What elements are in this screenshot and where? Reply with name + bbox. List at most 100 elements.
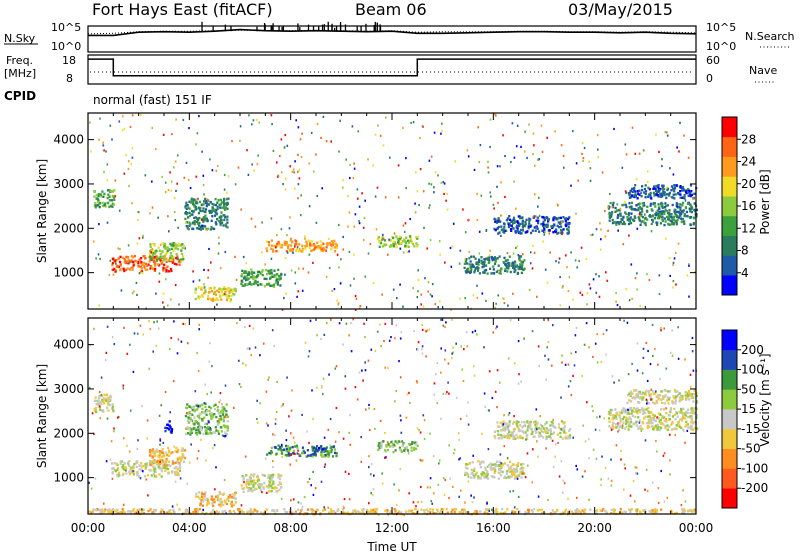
echo-cell (358, 511, 361, 514)
echo-speck (136, 242, 139, 245)
y-tick-label: 2000 (53, 221, 84, 235)
echo-speck (655, 440, 657, 443)
echo-cell (159, 467, 162, 470)
echo-speck (210, 391, 212, 394)
echo-cell (516, 508, 519, 511)
echo-cell (198, 221, 201, 225)
echo-cell (661, 417, 664, 420)
echo-speck (170, 189, 172, 192)
echo-cell (517, 429, 520, 433)
echo-speck (611, 206, 614, 209)
echo-cell (615, 426, 618, 429)
echo-cell (200, 491, 203, 494)
echo-cell (633, 194, 636, 197)
echo-cell (246, 511, 249, 514)
echo-cell (558, 216, 561, 220)
echo-cell (530, 428, 533, 431)
echo-cell (156, 460, 159, 463)
echo-cell (629, 407, 632, 410)
echo-cell (635, 389, 638, 392)
echo-cell (405, 510, 408, 513)
echo-cell (630, 412, 633, 415)
echo-speck (106, 179, 109, 182)
echo-speck (646, 379, 649, 383)
echo-cell (519, 429, 522, 432)
echo-cell (224, 216, 227, 219)
echo-cell (188, 211, 191, 214)
echo-cell (272, 480, 275, 483)
echo-cell (226, 218, 229, 221)
echo-cell (524, 431, 527, 434)
echo-speck (522, 253, 524, 256)
echo-cell (405, 245, 408, 248)
echo-cell (197, 495, 200, 498)
colorbar-tick-label: 20 (741, 177, 756, 191)
echo-speck (358, 307, 361, 310)
echo-cell (309, 508, 312, 511)
echo-cell (608, 420, 611, 423)
echo-speck (209, 342, 211, 345)
echo-cell (272, 285, 276, 288)
echo-cell (671, 420, 674, 424)
echo-cell (149, 469, 152, 472)
echo-speck (244, 279, 247, 282)
echo-speck (173, 166, 175, 169)
echo-cell (161, 467, 164, 471)
echo-speck (382, 233, 384, 236)
echo-speck (310, 131, 313, 134)
echo-cell (221, 206, 224, 209)
echo-speck (444, 261, 446, 264)
echo-cell (679, 193, 682, 196)
echo-cell (128, 473, 131, 476)
echo-cell (621, 511, 624, 514)
echo-cell (644, 411, 647, 415)
echo-cell (493, 262, 497, 266)
echo-speck (349, 443, 352, 446)
echo-speck (555, 260, 557, 263)
echo-cell (305, 244, 308, 248)
echo-speck (227, 499, 230, 502)
echo-cell (288, 449, 291, 452)
echo-cell (561, 231, 564, 234)
echo-speck (196, 197, 199, 201)
echo-speck (487, 166, 489, 169)
echo-cell (172, 259, 175, 262)
echo-cell (101, 190, 104, 193)
echo-cell (514, 476, 517, 479)
echo-cell (104, 202, 107, 205)
echo-cell (294, 445, 297, 448)
echo-cell (514, 265, 517, 268)
echo-speck (512, 264, 515, 267)
echo-cell (219, 294, 222, 297)
echo-cell (224, 208, 227, 211)
echo-cell (201, 499, 205, 503)
echo-cell (564, 224, 568, 228)
echo-cell (326, 450, 329, 453)
echo-speck (628, 234, 630, 237)
echo-cell (488, 258, 491, 262)
echo-cell (542, 430, 545, 434)
echo-cell (524, 220, 527, 224)
echo-cell (398, 237, 401, 240)
echo-cell (690, 424, 693, 427)
echo-cell (193, 410, 196, 413)
echo-speck (325, 275, 328, 278)
echo-speck (196, 351, 198, 355)
echo-cell (241, 487, 244, 490)
echo-speck (142, 234, 144, 237)
echo-cell (141, 510, 144, 513)
echo-cell (516, 436, 519, 439)
echo-cell (506, 217, 509, 220)
echo-cell (121, 465, 124, 469)
echo-cell (386, 448, 389, 452)
echo-cell (437, 510, 440, 513)
echo-speck (296, 245, 299, 249)
echo-speck (267, 424, 269, 427)
echo-cell (318, 245, 321, 248)
echo-speck (325, 140, 328, 143)
echo-cell (651, 422, 654, 425)
echo-speck (478, 230, 481, 233)
echo-cell (670, 422, 674, 425)
echo-speck (642, 149, 645, 152)
echo-cell (563, 425, 566, 428)
